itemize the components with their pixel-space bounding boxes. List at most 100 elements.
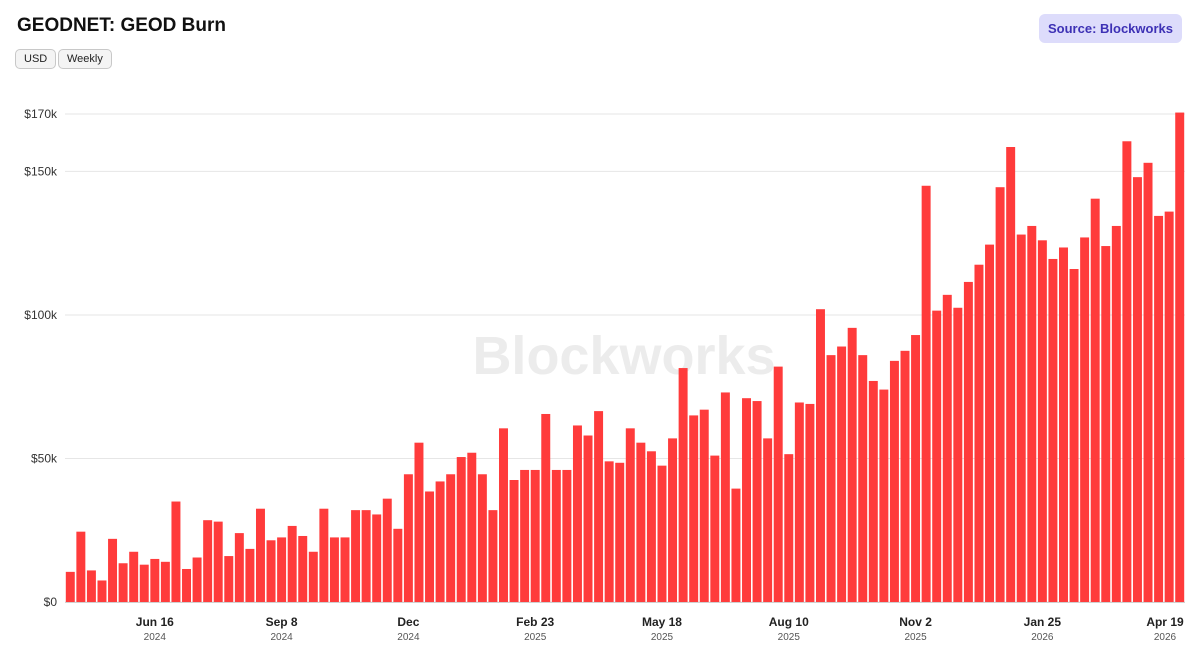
bar[interactable] (710, 455, 720, 602)
bar[interactable] (784, 454, 794, 602)
bar[interactable] (953, 307, 963, 602)
bar[interactable] (108, 538, 118, 602)
bar[interactable] (499, 428, 508, 602)
bar[interactable] (213, 521, 223, 602)
bar[interactable] (805, 403, 815, 602)
bar[interactable] (361, 510, 371, 602)
bar[interactable] (1111, 225, 1121, 602)
bar[interactable] (372, 514, 382, 602)
bar[interactable] (1101, 246, 1111, 603)
bar[interactable] (1164, 211, 1174, 602)
bar[interactable] (234, 533, 244, 602)
bar[interactable] (636, 442, 646, 602)
bar[interactable] (414, 442, 424, 602)
bar[interactable] (646, 451, 656, 602)
bar[interactable] (657, 465, 667, 602)
bar[interactable] (435, 481, 445, 602)
bar[interactable] (382, 498, 392, 602)
bar[interactable] (911, 335, 921, 602)
bar[interactable] (625, 428, 635, 602)
bar[interactable] (182, 568, 191, 602)
bar[interactable] (773, 366, 783, 602)
bar[interactable] (815, 309, 825, 602)
bar[interactable] (583, 435, 593, 602)
bar[interactable] (192, 557, 202, 602)
bar[interactable] (65, 571, 75, 602)
bar[interactable] (594, 411, 604, 602)
bar[interactable] (995, 187, 1005, 602)
bar[interactable] (1132, 177, 1142, 602)
bar[interactable] (1175, 112, 1185, 602)
bar[interactable] (509, 480, 519, 602)
bar[interactable] (1016, 234, 1026, 602)
bar[interactable] (604, 461, 614, 602)
bar[interactable] (488, 510, 498, 602)
bar[interactable] (932, 310, 942, 602)
bar[interactable] (1080, 237, 1090, 602)
bar[interactable] (1143, 162, 1153, 603)
bar[interactable] (731, 488, 741, 602)
bar[interactable] (1006, 147, 1016, 602)
bar[interactable] (752, 401, 762, 602)
bar[interactable] (150, 558, 160, 602)
bar[interactable] (963, 281, 973, 602)
bar[interactable] (921, 185, 931, 602)
bar[interactable] (1027, 225, 1037, 602)
bar[interactable] (1048, 258, 1058, 602)
bar[interactable] (551, 469, 561, 602)
bar[interactable] (520, 469, 530, 602)
interval-toggle-button[interactable]: Weekly (58, 49, 112, 69)
bar[interactable] (974, 264, 984, 602)
bar[interactable] (678, 368, 688, 602)
bar[interactable] (245, 548, 255, 602)
bar[interactable] (118, 563, 128, 602)
bar[interactable] (255, 508, 265, 602)
bar[interactable] (171, 501, 181, 602)
bar[interactable] (425, 491, 435, 602)
bar[interactable] (900, 350, 910, 602)
bar[interactable] (224, 556, 234, 602)
bar[interactable] (329, 537, 339, 602)
bar[interactable] (858, 355, 868, 602)
bar[interactable] (1069, 269, 1079, 602)
bar[interactable] (541, 413, 551, 602)
bar[interactable] (351, 510, 361, 602)
bar[interactable] (467, 452, 477, 602)
currency-toggle-button[interactable]: USD (15, 49, 57, 69)
bar[interactable] (699, 409, 709, 602)
bar[interactable] (298, 535, 308, 602)
bar[interactable] (837, 346, 847, 602)
bar[interactable] (76, 531, 86, 602)
bar[interactable] (562, 469, 572, 602)
bar[interactable] (403, 474, 413, 602)
bar[interactable] (446, 474, 456, 602)
bar[interactable] (794, 402, 804, 602)
bar[interactable] (826, 355, 836, 602)
bar[interactable] (572, 425, 582, 602)
bar[interactable] (530, 469, 540, 602)
bar[interactable] (879, 389, 889, 602)
bar[interactable] (668, 438, 678, 602)
bar[interactable] (319, 508, 329, 602)
bar[interactable] (889, 360, 899, 602)
bar[interactable] (393, 528, 403, 602)
bar[interactable] (942, 294, 952, 602)
bar[interactable] (266, 540, 276, 602)
bar[interactable] (97, 580, 107, 602)
bar[interactable] (86, 570, 96, 602)
bar[interactable] (1122, 141, 1132, 602)
bar[interactable] (203, 520, 213, 602)
bar[interactable] (1090, 198, 1100, 602)
bar[interactable] (139, 564, 149, 602)
bar[interactable] (477, 474, 487, 602)
bar[interactable] (985, 244, 995, 603)
bar[interactable] (1059, 247, 1068, 603)
bar[interactable] (1037, 240, 1047, 602)
bar[interactable] (763, 438, 773, 602)
bar[interactable] (456, 457, 466, 602)
bar[interactable] (689, 415, 699, 602)
bar[interactable] (277, 537, 287, 602)
bar[interactable] (287, 525, 297, 602)
bar[interactable] (340, 537, 350, 602)
bar[interactable] (129, 551, 139, 602)
